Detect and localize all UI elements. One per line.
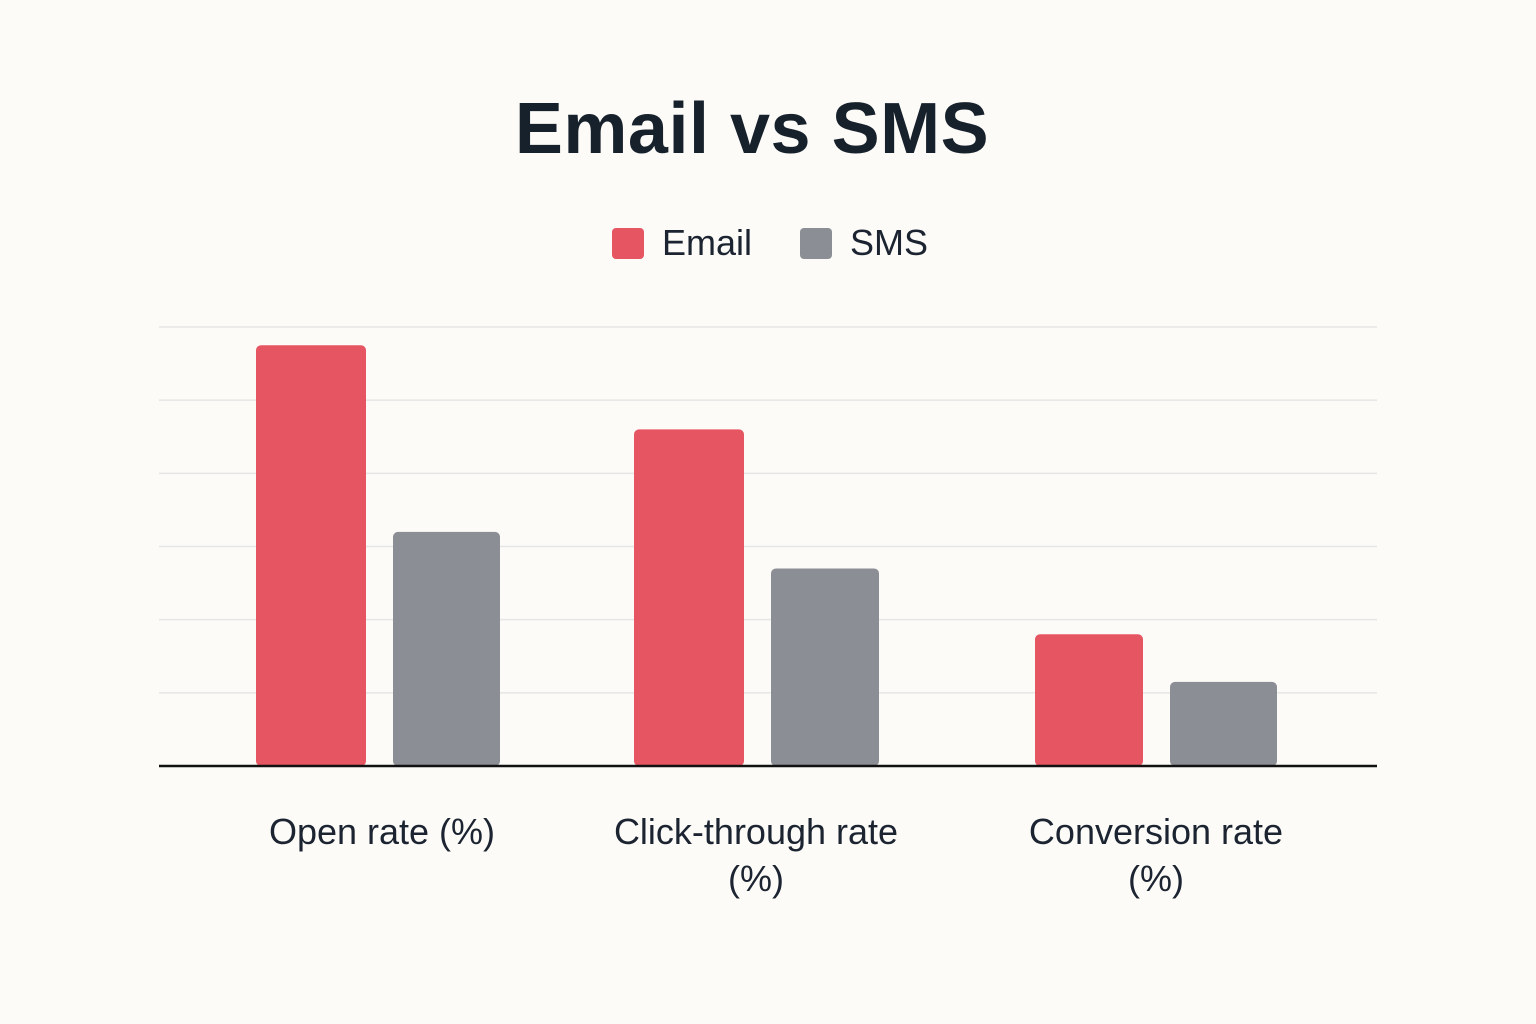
bar-email-1: [634, 429, 744, 766]
chart-title: Email vs SMS: [514, 89, 990, 169]
category-label-open-rate: Open rate (%): [268, 811, 496, 852]
bar-email-2: [1035, 634, 1143, 766]
legend-swatch-sms: [800, 227, 833, 259]
legend-item-sms: SMS: [800, 222, 928, 264]
legend-item-email: Email: [612, 222, 752, 264]
legend-swatch-email: [612, 227, 644, 259]
bar-sms-0: [393, 531, 500, 766]
legend: Email SMS: [612, 222, 976, 264]
category-label-conversion-rate: Conversion rate (%): [1028, 811, 1284, 899]
legend-label-sms: SMS: [850, 222, 929, 263]
legend-label-email: Email: [662, 222, 753, 263]
bar-sms-2: [1170, 681, 1277, 766]
category-label-click-through-rate: Click-through rate (%): [613, 811, 899, 899]
bar-email-0: [256, 345, 366, 766]
bar-sms-1: [771, 568, 879, 766]
